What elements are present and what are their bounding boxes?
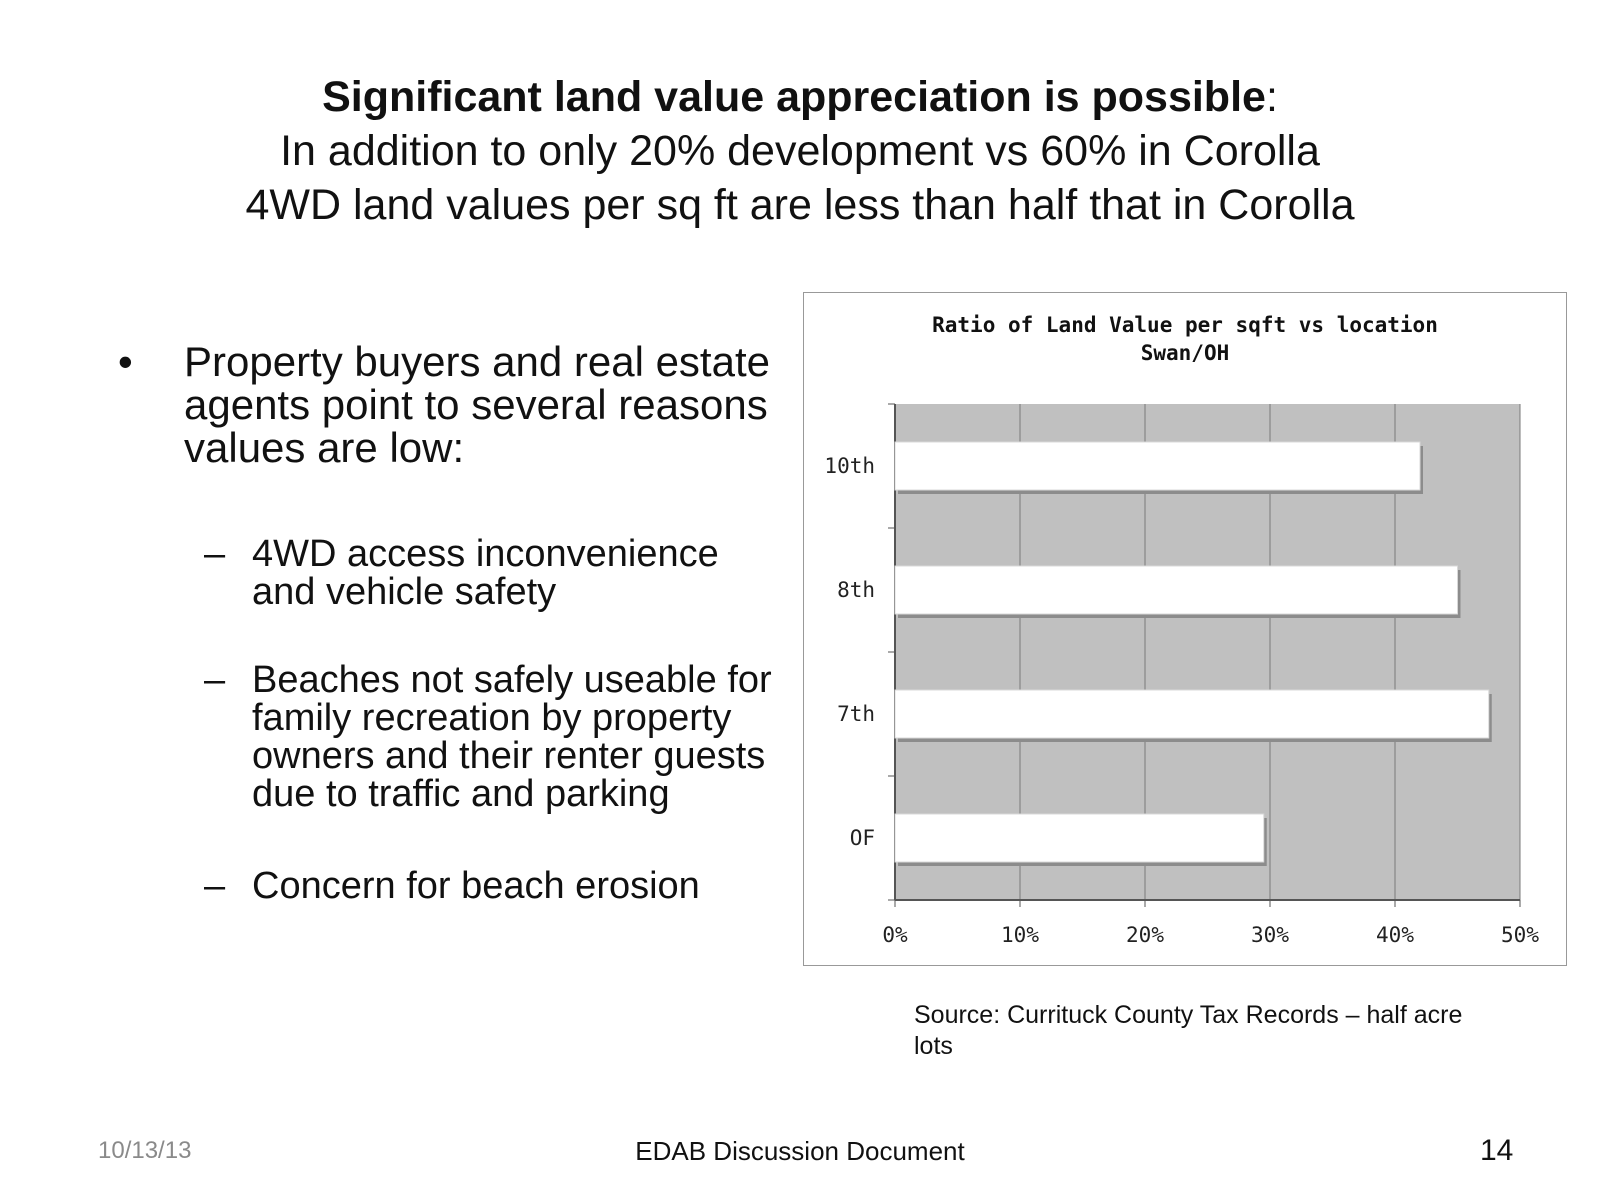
bar-chart-plot: 0% 10% 20% 30% 40% 50% 10th 8th 7th OF: [824, 403, 1539, 947]
sub-bullet-3: – Concern for beach erosion: [118, 867, 778, 905]
slide-title-block: Significant land value appreciation is p…: [0, 70, 1600, 232]
y-category-label: OF: [850, 826, 875, 850]
sub-bullet-1-text: 4WD access inconvenience and vehicle saf…: [252, 533, 719, 613]
x-tick-label: 0%: [882, 923, 908, 947]
dash-marker: –: [204, 659, 226, 701]
x-tick-label: 20%: [1126, 923, 1164, 947]
bullet-marker: •: [118, 338, 133, 385]
y-category-label: 7th: [837, 702, 875, 726]
title-bold-text: Significant land value appreciation is p…: [322, 73, 1266, 121]
chart-frame: Ratio of Land Value per sqft vs location…: [803, 292, 1567, 966]
x-tick-label: 50%: [1501, 923, 1539, 947]
chart-subtitle-line: Swan/OH: [1140, 341, 1230, 365]
bar-10th: [894, 441, 1421, 491]
main-bullet-text: Property buyers and real estate agents p…: [184, 338, 770, 471]
sub-bullet-1: – 4WD access inconvenience and vehicle s…: [118, 535, 778, 611]
bullet-list: • Property buyers and real estate agents…: [118, 340, 778, 905]
footer-date: 10/13/13: [98, 1137, 192, 1164]
sub-bullet-3-text: Concern for beach erosion: [252, 865, 700, 907]
bar-OF: [894, 813, 1265, 863]
slide-subtitle-2: 4WD land values per sq ft are less than …: [245, 181, 1355, 229]
chart-title: Ratio of Land Value per sqft vs location…: [804, 311, 1566, 367]
dash-marker: –: [204, 865, 226, 907]
sub-bullet-2-text: Beaches not safely useable for family re…: [252, 659, 772, 815]
dash-marker: –: [204, 533, 226, 575]
chart-title-line: Ratio of Land Value per sqft vs location: [932, 313, 1438, 337]
y-category-label: 8th: [837, 578, 875, 602]
main-bullet: • Property buyers and real estate agents…: [118, 340, 778, 469]
title-colon: :: [1265, 73, 1278, 121]
page-number: 14: [1480, 1134, 1514, 1167]
source-note: Source: Currituck County Tax Records – h…: [914, 1001, 1463, 1060]
bar-8th: [894, 565, 1458, 615]
x-tick-label: 10%: [1001, 923, 1039, 947]
slide-subtitle-1: In addition to only 20% development vs 6…: [280, 127, 1320, 175]
slide-title: Significant land value appreciation is p…: [0, 70, 1600, 124]
y-category-label: 10th: [824, 454, 875, 478]
footer-title: EDAB Discussion Document: [635, 1136, 965, 1166]
sub-bullet-2: – Beaches not safely useable for family …: [118, 661, 778, 813]
x-tick-label: 30%: [1251, 923, 1289, 947]
x-tick-label: 40%: [1376, 923, 1414, 947]
bar-7th: [894, 689, 1490, 739]
